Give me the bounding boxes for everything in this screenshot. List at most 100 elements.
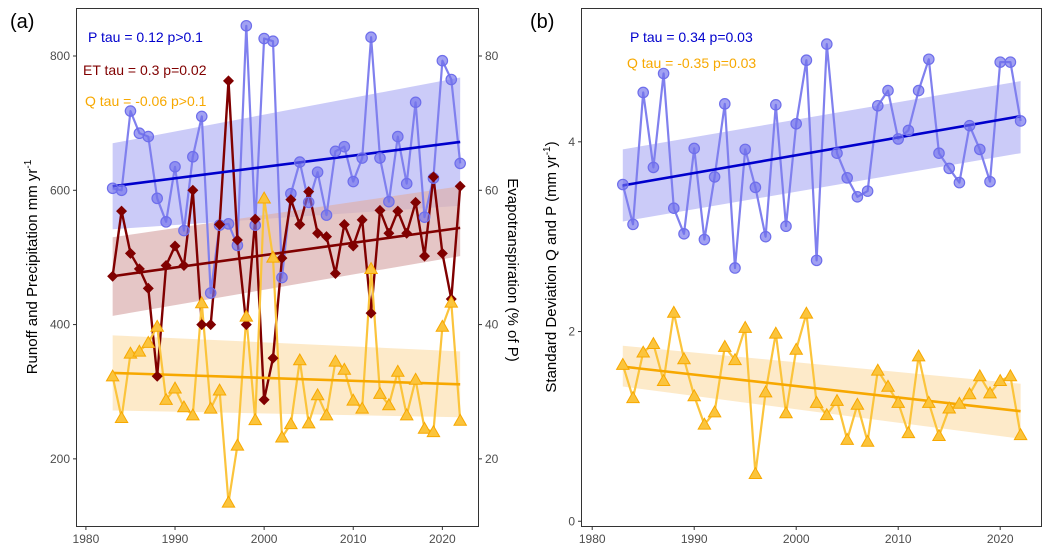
annotation-p-b: P tau = 0.34 p=0.03 — [630, 29, 753, 45]
data-point-p — [409, 96, 422, 109]
data-point-p — [922, 53, 935, 66]
data-point-et — [338, 219, 350, 231]
data-point-q — [942, 401, 957, 414]
data-point-p — [882, 84, 894, 97]
x-tick-label: 2020 — [429, 532, 456, 546]
data-point-p — [347, 175, 360, 188]
annotation-q-b: Q tau = -0.35 p=0.03 — [627, 55, 756, 71]
data-point-et — [419, 250, 431, 262]
data-point-q — [274, 430, 290, 443]
data-point-p — [178, 224, 190, 237]
series-line-et — [111, 79, 462, 401]
data-point-q — [337, 362, 352, 375]
data-point-p — [276, 271, 288, 284]
trend-line-p — [112, 140, 461, 188]
data-point-et — [294, 219, 306, 231]
y-tick-label: 600 — [50, 183, 70, 197]
data-point-q — [408, 372, 423, 385]
data-point-p — [204, 287, 217, 299]
y2-tick-label: 40 — [485, 318, 499, 332]
data-point-p — [688, 142, 700, 155]
data-point-p — [436, 54, 449, 67]
y-tick-label: 4 — [568, 135, 575, 149]
data-point-q — [185, 408, 200, 421]
data-point-p — [637, 86, 649, 99]
panel-a-y2label: Evapotranspiration (% of P) — [504, 178, 521, 361]
data-point-et — [285, 194, 297, 206]
data-point-q — [636, 345, 651, 358]
data-point-p — [187, 150, 199, 163]
data-point-q — [717, 339, 732, 352]
data-point-q — [167, 381, 183, 394]
data-point-q — [676, 351, 692, 365]
data-point-q — [141, 335, 156, 348]
data-point-q — [230, 438, 245, 451]
data-point-q — [453, 413, 468, 426]
data-point-p — [912, 84, 925, 97]
data-point-q — [435, 319, 450, 332]
data-point-q — [982, 385, 998, 399]
y-tick-label: 800 — [50, 49, 70, 63]
data-point-q — [248, 412, 263, 426]
data-point-q — [292, 352, 307, 366]
data-point-q — [799, 306, 814, 319]
data-point-et — [187, 184, 199, 196]
data-point-p — [240, 19, 253, 32]
data-point-q — [417, 421, 432, 434]
x-tick-label: 2010 — [885, 532, 912, 546]
data-point-p — [718, 98, 731, 110]
data-point-et — [196, 319, 208, 331]
data-point-p — [708, 171, 721, 183]
data-point-p — [933, 147, 945, 159]
panel-a-series-lines — [111, 24, 462, 504]
trend-line-et — [112, 226, 461, 278]
data-point-et — [116, 205, 128, 217]
y2-tick-label: 20 — [485, 452, 499, 466]
x-tick-label: 1990 — [681, 532, 708, 546]
data-point-et — [205, 319, 217, 331]
data-point-q — [646, 336, 661, 350]
data-point-p — [861, 185, 874, 197]
panel-b-label: (b) — [530, 11, 554, 33]
data-point-q — [727, 352, 743, 366]
data-point-q — [426, 424, 441, 438]
trend-line-q — [112, 371, 461, 386]
data-point-q — [687, 388, 702, 402]
data-point-q — [301, 416, 316, 429]
data-point-p — [418, 211, 431, 223]
panel-b-ylabel: Standard Deviation Q and P (mm yr-1) — [542, 141, 560, 392]
data-point-q — [319, 408, 334, 421]
annotation-et-a: ET tau = 0.3 p=0.02 — [83, 62, 207, 78]
data-point-et — [321, 231, 333, 243]
data-point-q — [829, 393, 845, 406]
data-point-et — [356, 214, 368, 226]
panel-a: (a) 1980 1990 2000 2010 2020 200 400 600 800 20 40… — [10, 8, 521, 546]
data-point-q — [931, 428, 947, 442]
x-tick-label: 2000 — [251, 532, 278, 546]
data-point-q — [132, 344, 147, 357]
data-point-et — [410, 196, 422, 208]
data-point-p — [994, 56, 1006, 68]
data-point-p — [445, 73, 458, 86]
data-point-p — [267, 35, 279, 48]
data-point-et — [222, 75, 234, 87]
data-point-p — [739, 143, 751, 156]
data-point-et — [160, 259, 172, 271]
data-point-q — [625, 390, 641, 404]
data-point-q — [399, 408, 414, 421]
data-point-p — [820, 38, 833, 50]
data-point-et — [267, 352, 279, 364]
data-point-p — [963, 119, 976, 132]
data-point-p — [356, 152, 368, 164]
data-point-q — [656, 373, 671, 387]
data-point-q — [860, 434, 875, 447]
confidence-band-p — [112, 77, 461, 230]
data-point-p — [657, 67, 670, 80]
panel-b-axes: 1980 1990 2000 2010 2020 0 2 4 — [568, 135, 1014, 546]
data-point-q — [707, 404, 722, 418]
series-line-p — [621, 42, 1022, 270]
x-tick-label: 2000 — [783, 532, 810, 546]
panel-a-markers — [105, 19, 468, 508]
data-point-et — [347, 240, 359, 252]
